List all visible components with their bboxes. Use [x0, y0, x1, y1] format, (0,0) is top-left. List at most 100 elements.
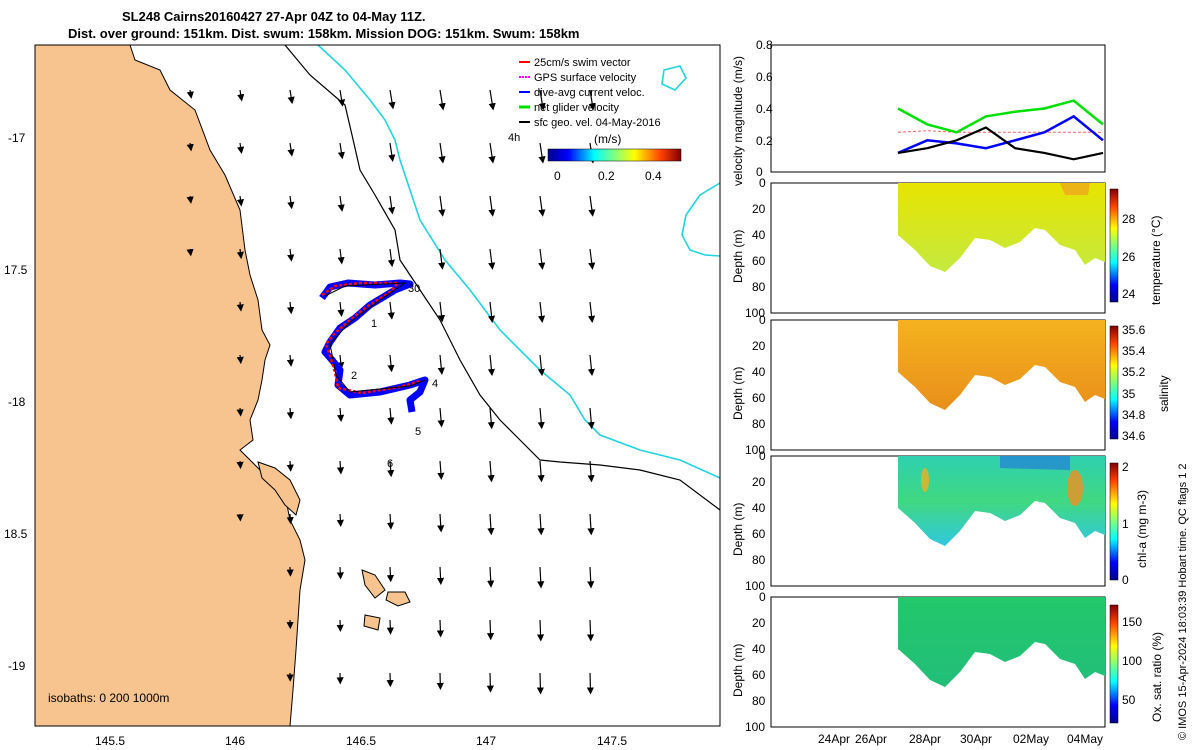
- x-tick-147.5: 147.5: [597, 734, 627, 748]
- island-hinchinbrook: [257, 461, 301, 516]
- geostrophic-arrow: [587, 566, 595, 589]
- sal-cbar-35.6: 35.6: [1122, 323, 1146, 337]
- geostrophic-arrow: [487, 407, 495, 430]
- salinity-depth-ticks: 0 20 40 60 80 100: [745, 313, 766, 457]
- geostrophic-arrow: [437, 301, 446, 323]
- geostrophic-arrow: [488, 89, 496, 111]
- depth-tick: 80: [752, 553, 766, 567]
- geostrophic-arrow: [388, 89, 396, 110]
- geostrophic-arrow: [488, 248, 496, 270]
- sal-cbar-35: 35: [1122, 387, 1136, 401]
- geostrophic-arrow: [538, 248, 546, 270]
- y-tick-19: -19: [8, 659, 26, 673]
- ox-cbar-50: 50: [1122, 693, 1136, 707]
- geostrophic-arrow: [588, 89, 596, 111]
- copyright-note: © IMOS 15-Apr-2024 18:03:39 Hobart time.…: [1177, 463, 1189, 740]
- salinity-section: [898, 320, 1105, 410]
- temp-cbar-28: 28: [1122, 212, 1136, 226]
- geostrophic-arrow: [386, 513, 395, 530]
- map-legend: 25cm/s swim vector GPS surface velocity …: [508, 57, 682, 183]
- geostrophic-arrow: [488, 142, 496, 164]
- depth-tick: 80: [752, 694, 766, 708]
- geostrophic-arrow: [237, 142, 245, 155]
- depth-tick: 100: [745, 443, 765, 457]
- sal-cbar-35.4: 35.4: [1122, 344, 1146, 358]
- oxygen-cbar-label: Ox. sat. ratio (%): [1150, 632, 1164, 722]
- depth-tick: 100: [745, 720, 765, 734]
- geostrophic-arrow: [388, 195, 396, 215]
- geostrophic-arrow: [487, 301, 496, 324]
- geostrophic-arrow: [236, 248, 244, 260]
- geostrophic-arrow: [287, 248, 295, 262]
- time-axis: 24Apr 26Apr 28Apr 30Apr 02May 04May: [818, 732, 1103, 746]
- geostrophic-arrow: [436, 566, 445, 586]
- temp-cbar-26: 26: [1122, 250, 1136, 264]
- geostrophic-arrow: [437, 354, 445, 375]
- velocity-series: [897, 99, 1104, 161]
- land-mass: [35, 45, 306, 726]
- sal-cbar-34.8: 34.8: [1122, 408, 1146, 422]
- vel-ylabel: velocity magnitude (m/s): [731, 56, 745, 186]
- velocity-series-line: [897, 130, 1103, 133]
- depth-tick: 0: [759, 590, 766, 604]
- chla-cbar-1: 1: [1122, 517, 1129, 531]
- geostrophic-arrow: [336, 460, 345, 475]
- depth-tick: 40: [752, 501, 766, 515]
- track-label-1: 1: [371, 318, 377, 330]
- depth-tick: 40: [752, 642, 766, 656]
- salinity-cbar-label: salinity: [1157, 375, 1171, 412]
- geostrophic-arrow: [286, 407, 294, 420]
- x-tick-146: 146: [225, 734, 245, 748]
- geostrophic-arrow: [586, 619, 595, 642]
- sal-cbar-35.2: 35.2: [1122, 365, 1146, 379]
- geostrophic-arrow: [287, 195, 295, 210]
- geostrophic-arrow: [587, 354, 595, 377]
- depth-tick: 0: [759, 449, 766, 463]
- geostrophic-arrow: [236, 354, 244, 365]
- speed-colorbar: [547, 148, 682, 162]
- legend-swim: 25cm/s swim vector: [534, 57, 631, 69]
- temperature-cbar-label: temperature (°C): [1149, 216, 1163, 306]
- geostrophic-arrow: [487, 460, 495, 483]
- geostrophic-arrow: [487, 354, 495, 377]
- oxygen-section: [898, 597, 1105, 687]
- legend-dive: dive-avg current veloc.: [534, 87, 645, 99]
- depth-tick: 40: [752, 365, 766, 379]
- geostrophic-arrow: [438, 195, 446, 217]
- y-tick-17: -17: [8, 131, 26, 145]
- geostrophic-arrow: [436, 619, 445, 638]
- geostrophic-arrow: [337, 407, 345, 423]
- temperature-colorbar: [1109, 188, 1119, 303]
- isobath-200m: [284, 45, 720, 511]
- salinity-panel: 35.6 35.4 35.2 35 34.8 34.6 salinity Dep…: [731, 313, 1171, 457]
- geostrophic-arrow: [236, 301, 244, 312]
- geostrophic-arrow: [287, 301, 295, 315]
- geostrophic-arrow: [437, 407, 445, 428]
- time-tick-02may: 02May: [1013, 732, 1049, 746]
- depth-tick: 20: [752, 202, 766, 216]
- velocity-series-line: [897, 99, 1104, 134]
- temperature-warm-patch: [1060, 183, 1090, 195]
- geostrophic-arrow: [538, 142, 546, 164]
- island-small-2: [385, 591, 411, 607]
- geostrophic-arrow: [337, 248, 345, 265]
- geostrophic-arrow: [186, 142, 194, 152]
- island-small-3: [363, 614, 381, 631]
- geostrophic-arrow: [388, 142, 396, 162]
- geostrophic-arrow: [337, 354, 345, 370]
- chla-panel: 2 1 0 chl-a (mg m-3) Depth (m) 0 20 40 6…: [731, 449, 1149, 593]
- geostrophic-arrow: [487, 513, 495, 536]
- legend-net: net glider velocity: [534, 102, 619, 114]
- geostrophic-arrow: [486, 619, 495, 641]
- chla-depth-ticks: 0 20 40 60 80 100: [745, 449, 766, 593]
- track-label-5: 5: [415, 426, 421, 438]
- geostrophic-arrow: [437, 513, 445, 533]
- sal-cbar-34.6: 34.6: [1122, 429, 1146, 443]
- time-tick-30apr: 30Apr: [960, 732, 992, 746]
- geostrophic-arrow: [387, 354, 395, 373]
- chla-colorbar: [1109, 462, 1119, 581]
- depth-tick: 100: [745, 306, 765, 320]
- isobath-label: isobaths: 0 200 1000m: [48, 691, 169, 705]
- chla-patch-2: [921, 468, 929, 492]
- geostrophic-arrow: [537, 407, 545, 430]
